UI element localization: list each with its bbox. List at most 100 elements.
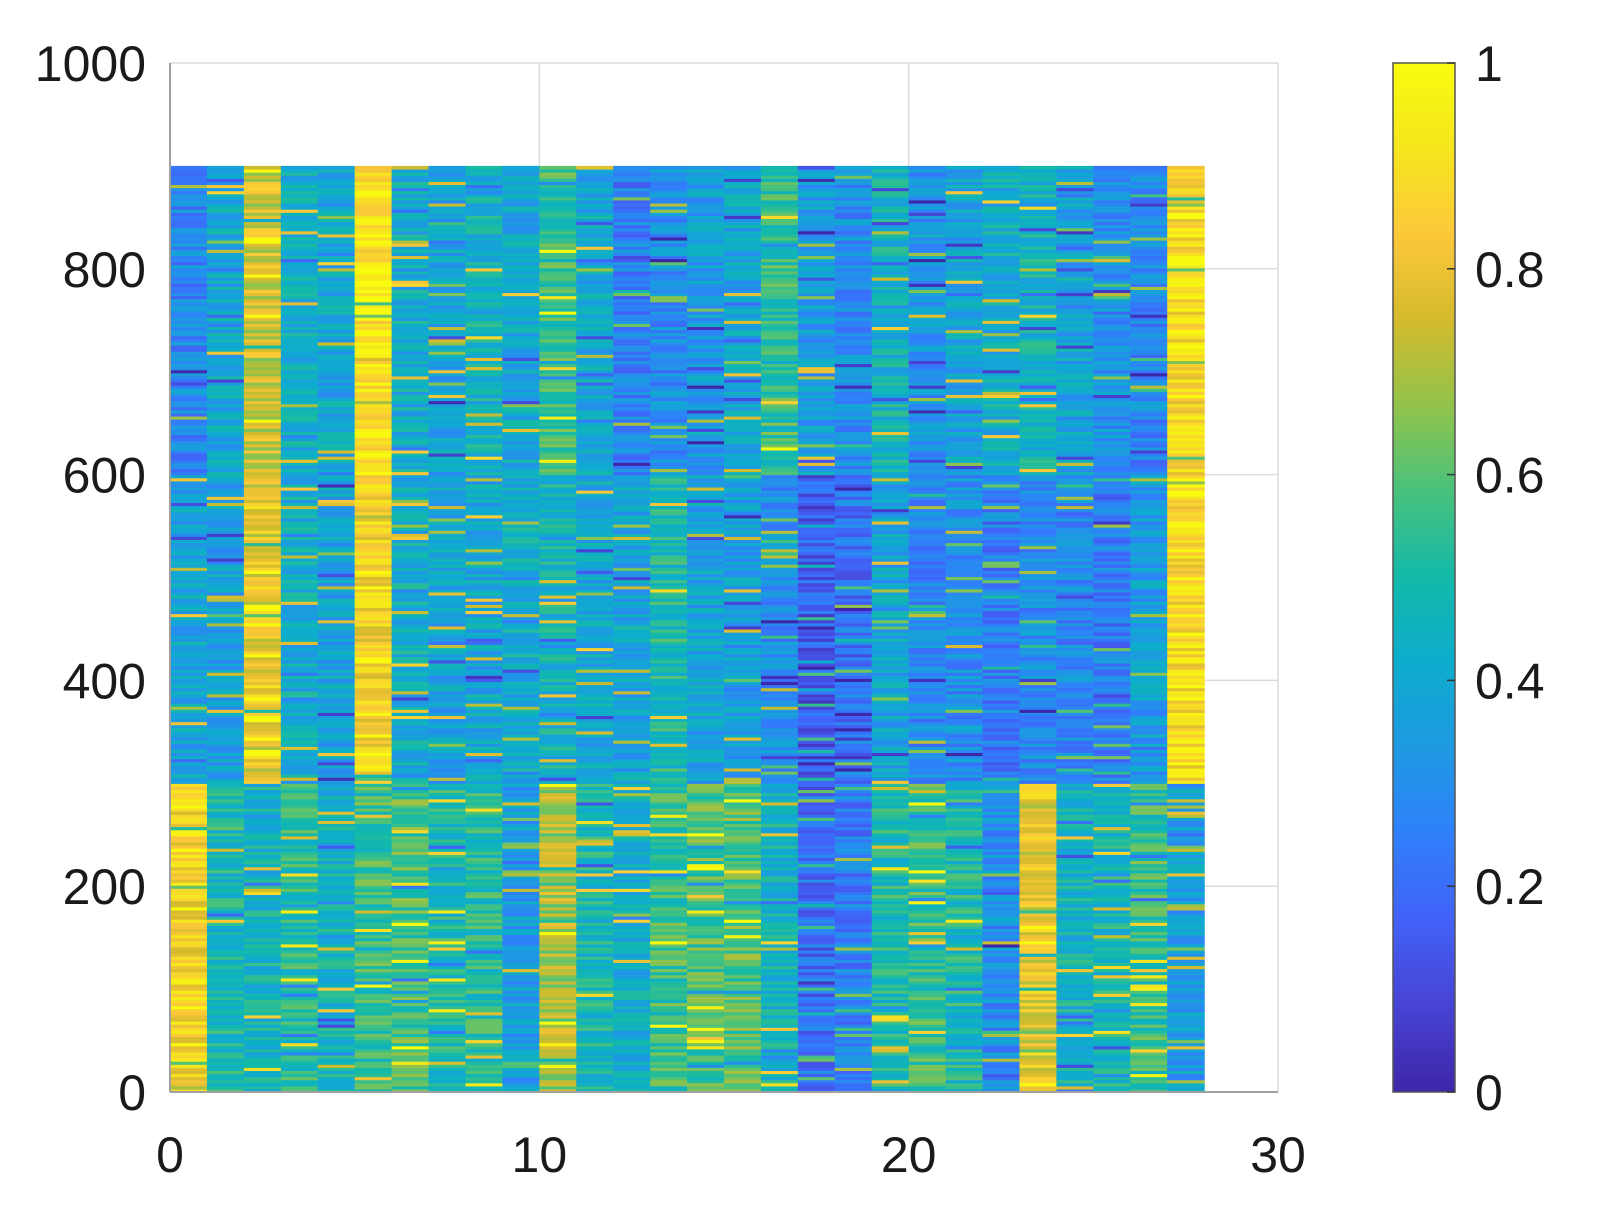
heatmap-cell [982,709,1021,713]
heatmap-cell [613,1073,651,1078]
heatmap-cell [724,752,762,757]
heatmap-cell [982,749,1021,754]
heatmap-cell [280,561,319,565]
heatmap-cell [576,591,614,596]
heatmap-cell [650,1054,688,1059]
heatmap-cell [1130,1061,1168,1065]
heatmap-cell [1093,1079,1131,1084]
heatmap-cell [760,953,799,957]
heatmap-cell [650,934,688,939]
heatmap-cell [834,557,873,562]
heatmap-cell [428,545,467,550]
heatmap-cell [797,956,836,960]
heatmap-cell [1167,968,1205,973]
heatmap-cell [391,770,430,775]
heatmap-cell [982,934,1021,939]
heatmap-cell [945,564,984,568]
heatmap-cell [613,1045,651,1050]
heatmap-cell [1056,579,1094,584]
heatmap-cell [576,953,614,957]
heatmap-cell [465,653,503,658]
heatmap-cell [170,598,208,602]
heatmap-cell [465,1002,503,1007]
heatmap-cell [539,733,577,738]
heatmap-cell [687,1070,725,1075]
heatmap-cell [317,832,356,837]
heatmap-cell [871,943,910,948]
heatmap-cell [539,863,577,868]
heatmap-cell [170,770,208,775]
heatmap-cell [908,974,947,979]
heatmap-cell [760,965,799,970]
heatmap-cell [206,946,245,951]
heatmap-cell [428,968,467,973]
heatmap-cell [317,946,356,951]
heatmap-cell [1167,622,1205,627]
heatmap-cell [170,946,208,951]
heatmap-cell [428,1073,467,1078]
heatmap-cell [724,585,762,590]
heatmap-cell [206,956,245,960]
heatmap-cell [834,1054,873,1059]
heatmap-cell [1167,619,1205,624]
heatmap-cell [280,1017,319,1022]
heatmap-cell [945,1051,984,1056]
heatmap-cell [576,622,614,627]
heatmap-cell [317,653,356,658]
heatmap-cell [170,727,208,732]
heatmap-cell [724,832,762,837]
heatmap-cell [243,607,282,612]
heatmap-cell [539,699,577,704]
heatmap-cell [797,980,836,985]
heatmap-cell [613,554,651,559]
heatmap-cell [908,582,947,587]
heatmap-cell [945,823,984,828]
heatmap-cell [465,1070,503,1075]
heatmap-cell [539,653,577,658]
heatmap-cell [834,922,873,926]
heatmap-cell [1130,594,1168,599]
heatmap-cell [539,780,577,784]
heatmap-cell [797,959,836,963]
heatmap-cell [908,928,947,933]
heatmap-cell [760,879,799,883]
heatmap-cell [354,980,393,985]
heatmap-cell [687,567,725,571]
heatmap-cell [797,823,836,828]
heatmap-cell [871,749,910,754]
heatmap-cell [206,1079,245,1084]
heatmap-cell [1130,811,1168,815]
heatmap-cell [465,974,503,979]
heatmap-cell [170,1002,208,1007]
heatmap-cell [1130,777,1168,781]
heatmap-cell [576,801,614,806]
heatmap-cell [317,740,356,744]
heatmap-cell [1019,956,1057,960]
heatmap-cell [280,860,319,865]
heatmap-cell [760,749,799,754]
heatmap-cell [576,1002,614,1007]
heatmap-cell [908,1005,947,1010]
heatmap-cell [1019,798,1057,803]
heatmap-cell [650,962,688,967]
heatmap-cell [243,968,282,973]
heatmap-cell [391,872,430,877]
heatmap-cell [1167,721,1205,726]
heatmap-cell [687,996,725,1000]
heatmap-cell [539,894,577,899]
heatmap-cell [317,1064,356,1068]
heatmap-cell [354,591,393,596]
heatmap-cell [871,795,910,800]
heatmap-cell [834,903,873,908]
heatmap-cell [243,1048,282,1053]
heatmap-cell [1130,931,1168,936]
heatmap-cell [539,817,577,821]
heatmap-cell [576,662,614,667]
heatmap-cell [1130,1030,1168,1034]
heatmap-cell [908,993,947,997]
heatmap-cell [502,601,540,605]
heatmap-cell [1167,607,1205,612]
heatmap-cell [687,894,725,899]
heatmap-cell [982,681,1021,686]
heatmap-cell [502,974,540,979]
